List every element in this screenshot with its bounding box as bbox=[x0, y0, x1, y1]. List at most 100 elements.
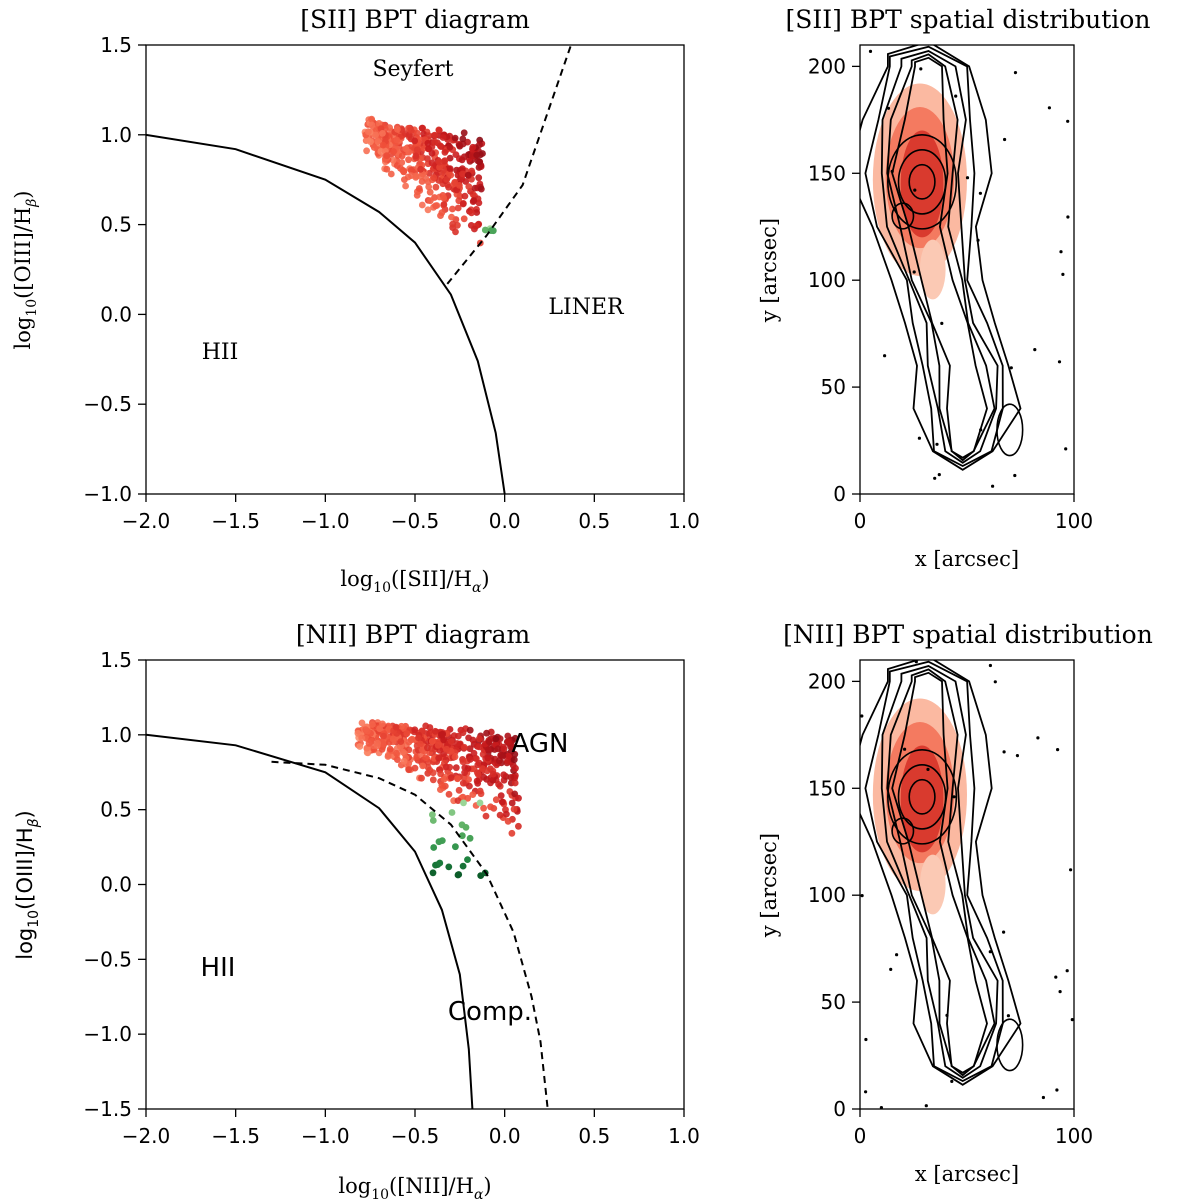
x-tick-label: −1.0 bbox=[301, 509, 350, 533]
agn-point bbox=[497, 792, 505, 799]
x-axis-label: log10([SII]/Hα) bbox=[340, 567, 489, 596]
agn-point bbox=[474, 771, 482, 778]
agn-point bbox=[494, 745, 502, 753]
noise-speck bbox=[913, 188, 917, 192]
agn-point bbox=[512, 764, 519, 772]
agn-point bbox=[460, 215, 468, 223]
y-axis-ticks: −1.0 −0.5 0.0 0.5 1.0 1.5 bbox=[83, 33, 146, 506]
noise-speck bbox=[1066, 119, 1070, 123]
agn-point bbox=[500, 745, 508, 753]
agn-point bbox=[428, 159, 436, 167]
agn-point bbox=[435, 754, 443, 762]
star-forming-point bbox=[429, 811, 436, 819]
agn-point bbox=[379, 141, 387, 149]
agn-point bbox=[415, 734, 422, 742]
agn-point bbox=[419, 762, 427, 770]
agn-point bbox=[459, 165, 466, 173]
chart-title: [SII] BPT spatial distribution bbox=[786, 5, 1151, 34]
agn-point bbox=[466, 745, 474, 753]
agn-point bbox=[464, 171, 472, 179]
agn-point bbox=[479, 765, 486, 773]
noise-speck bbox=[1003, 137, 1007, 142]
noise-speck bbox=[912, 270, 916, 274]
agn-point bbox=[477, 185, 485, 193]
contour-line bbox=[891, 202, 915, 230]
agn-point bbox=[363, 147, 370, 155]
agn-point bbox=[507, 774, 515, 781]
agn-point bbox=[515, 794, 522, 802]
noise-speck bbox=[1059, 250, 1063, 254]
agn-point bbox=[389, 735, 397, 743]
region-label-seyfert: Seyfert bbox=[372, 57, 453, 82]
noise-speck bbox=[903, 747, 907, 751]
agn-point bbox=[461, 192, 469, 200]
panel-nii-bpt: [NII] BPT diagram −2.0 −1.5 −1.0 −0.5 0.0 0.5… bbox=[13, 620, 700, 1203]
agn-point bbox=[459, 200, 467, 208]
agn-point bbox=[435, 158, 443, 166]
agn-point bbox=[365, 740, 373, 747]
y-tick-label: 0.5 bbox=[100, 798, 132, 822]
y-tick-label: 0 bbox=[833, 482, 846, 506]
noise-speck bbox=[1061, 272, 1065, 276]
star-forming-point bbox=[448, 809, 456, 816]
y-tick-label: 0.0 bbox=[100, 873, 132, 897]
agn-point bbox=[402, 182, 409, 190]
star-forming-point bbox=[462, 824, 470, 831]
x-tick-label: −1.5 bbox=[211, 1124, 260, 1148]
y-tick-label: 150 bbox=[808, 161, 846, 185]
agn-point bbox=[498, 798, 506, 806]
agn-point bbox=[515, 822, 522, 830]
agn-point bbox=[397, 738, 405, 745]
agn-point bbox=[436, 163, 443, 171]
agn-point bbox=[441, 166, 448, 174]
noise-speck bbox=[1015, 754, 1020, 758]
nii-demarcation-curves bbox=[146, 733, 549, 1109]
agn-point bbox=[451, 134, 459, 142]
agn-point bbox=[354, 729, 362, 737]
agn-point bbox=[398, 152, 406, 160]
y-axis-ticks: 0 50 100 150 200 bbox=[808, 54, 860, 506]
star-forming-point bbox=[452, 843, 459, 851]
noise-speck bbox=[890, 169, 894, 173]
agn-point bbox=[454, 204, 462, 212]
noise-speck bbox=[988, 950, 992, 954]
agn-point bbox=[401, 176, 408, 184]
star-forming-point bbox=[445, 863, 453, 871]
x-axis-ticks: −2.0 −1.5 −1.0 −0.5 0.0 0.5 1.0 bbox=[122, 494, 700, 533]
agn-point bbox=[471, 225, 478, 233]
agn-point bbox=[428, 737, 436, 745]
agn-point bbox=[435, 126, 443, 134]
agn-point bbox=[437, 770, 444, 778]
nii-spatial-map bbox=[860, 660, 1074, 1109]
agn-point bbox=[487, 803, 494, 811]
agn-point bbox=[440, 775, 448, 783]
agn-point bbox=[453, 740, 461, 747]
agn-point bbox=[440, 194, 448, 202]
star-forming-point bbox=[481, 226, 489, 234]
agn-point bbox=[364, 128, 372, 136]
agn-point bbox=[438, 781, 446, 789]
agn-point bbox=[386, 745, 394, 753]
agn-point bbox=[449, 205, 456, 213]
panel-nii-map: [NII] BPT spatial distribution 0 100 0 50 1… bbox=[757, 620, 1153, 1186]
agn-point bbox=[379, 130, 386, 137]
agn-point bbox=[435, 177, 443, 184]
star-forming-point bbox=[464, 856, 471, 863]
agn-point bbox=[368, 121, 376, 129]
agn-point bbox=[466, 782, 473, 790]
agn-point bbox=[447, 171, 455, 179]
agn-point bbox=[387, 170, 395, 178]
noise-speck bbox=[860, 714, 864, 718]
x-axis-ticks: 0 100 bbox=[854, 1109, 1093, 1148]
noise-speck bbox=[937, 473, 941, 477]
noise-speck bbox=[1036, 736, 1040, 740]
agn-point bbox=[482, 812, 490, 820]
agn-point bbox=[424, 744, 431, 752]
agn-point bbox=[461, 769, 468, 776]
star-forming-point bbox=[455, 871, 463, 878]
agn-point bbox=[433, 202, 441, 209]
agn-point bbox=[454, 797, 462, 804]
noise-speck bbox=[1047, 106, 1051, 110]
agn-point bbox=[474, 761, 482, 769]
